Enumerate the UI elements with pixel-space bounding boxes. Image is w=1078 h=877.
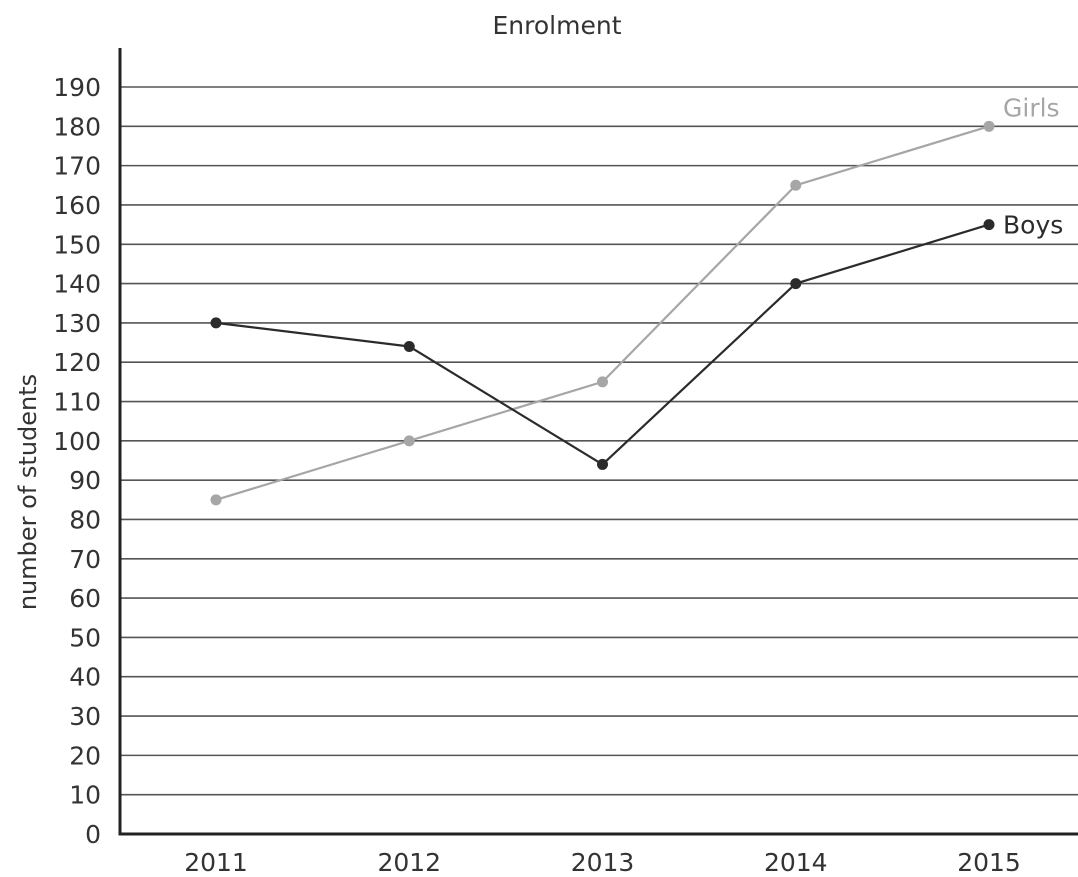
data-point — [983, 120, 995, 132]
y-tick-label: 10 — [69, 781, 101, 810]
x-tick-label: 2012 — [377, 848, 441, 877]
x-tick-label: 2011 — [184, 848, 248, 877]
data-point — [790, 278, 802, 290]
axes — [118, 48, 1078, 836]
series-girls: Girls — [210, 93, 1060, 506]
y-tick-label: 100 — [53, 427, 101, 456]
y-tick-label: 150 — [53, 230, 101, 259]
series-line — [215, 125, 990, 501]
y-tick-label: 0 — [85, 820, 101, 849]
y-tick-label: 90 — [69, 466, 101, 495]
y-tick-label: 20 — [69, 741, 101, 770]
y-tick-label: 140 — [53, 270, 101, 299]
data-series: Girls Boys — [210, 93, 1063, 506]
data-point — [210, 494, 222, 506]
y-tick-label: 50 — [69, 623, 101, 652]
y-tick-label: 170 — [53, 152, 101, 181]
y-tick-label: 130 — [53, 309, 101, 338]
y-tick-label: 80 — [69, 505, 101, 534]
data-point — [403, 435, 415, 447]
x-tick-label: 2015 — [957, 848, 1021, 877]
data-point — [403, 340, 415, 352]
y-tick-label: 30 — [69, 702, 101, 731]
data-point — [983, 219, 995, 231]
y-tick-label: 40 — [69, 663, 101, 692]
data-point — [210, 317, 222, 329]
y-tick-label: 70 — [69, 545, 101, 574]
series-boys: Boys — [210, 211, 1063, 470]
data-point — [790, 179, 802, 191]
y-tick-label: 60 — [69, 584, 101, 613]
series-label: Boys — [1003, 211, 1063, 240]
y-tick-label: 110 — [53, 388, 101, 417]
y-tick-label: 190 — [53, 73, 101, 102]
y-tick-label: 160 — [53, 191, 101, 220]
data-point — [597, 376, 608, 388]
y-tick-label: 120 — [53, 348, 101, 377]
y-axis-ticks: 0 10 20 30 40 50 60 70 80 90 100 110 120 130 140 150 160… — [53, 73, 101, 849]
series-line — [215, 223, 990, 466]
y-axis-label: number of students — [14, 374, 42, 610]
y-tick-label: 180 — [53, 112, 101, 141]
data-point — [597, 458, 608, 470]
gridlines — [120, 86, 1078, 796]
x-tick-label: 2014 — [764, 848, 828, 877]
chart-title: Enrolment — [493, 11, 622, 40]
series-label: Girls — [1003, 93, 1060, 122]
x-tick-label: 2013 — [571, 848, 635, 877]
x-axis-ticks: 2011 2012 2013 2014 2015 — [184, 848, 1021, 877]
